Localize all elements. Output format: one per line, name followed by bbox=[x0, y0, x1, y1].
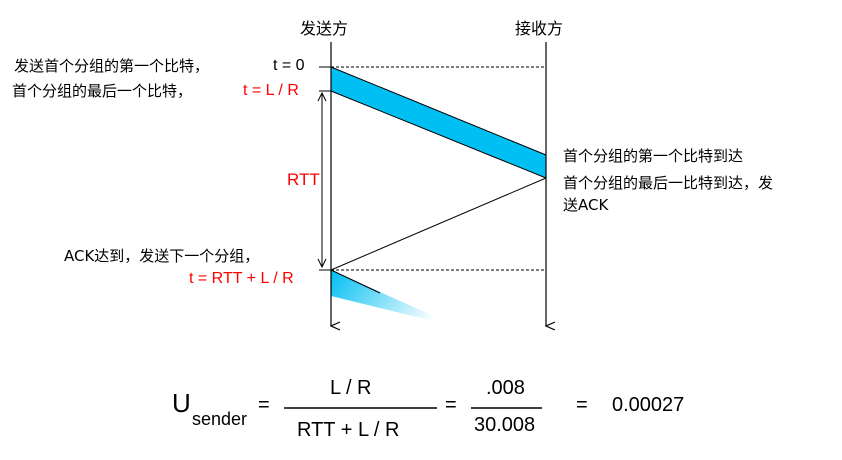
first-bit-sent-label: 发送首个分组的第一个比特， bbox=[14, 57, 210, 75]
receiver-header: 接收方 bbox=[515, 19, 564, 38]
denominator-2: 30.008 bbox=[474, 414, 536, 436]
equals-sign-3: = bbox=[576, 394, 588, 416]
t-zero-label: t = 0 bbox=[273, 57, 305, 74]
rtt-label: RTT bbox=[287, 170, 320, 189]
packet-1-band bbox=[330, 66, 547, 179]
utilization-subscript: sender bbox=[192, 409, 248, 429]
utilization-symbol: U bbox=[172, 388, 191, 418]
denominator-1: RTT + L / R bbox=[297, 419, 400, 441]
equals-sign-1: = bbox=[258, 394, 270, 416]
t-next-label: t = RTT + L / R bbox=[189, 270, 294, 287]
numerator-1: L / R bbox=[330, 377, 372, 399]
packet-2-band bbox=[331, 270, 458, 327]
last-bit-sent-label: 首个分组的最后一个比特， bbox=[12, 82, 193, 100]
utilization-result: 0.00027 bbox=[612, 394, 685, 416]
first-bit-arrives-label: 首个分组的第一个比特到达 bbox=[563, 147, 744, 165]
last-bit-arrives-label: 首个分组的最后一比特到达，发 bbox=[563, 174, 774, 192]
ack-arrived-label: ACK达到，发送下一个分组， bbox=[64, 247, 260, 265]
equals-sign-2: = bbox=[445, 394, 457, 416]
send-ack-label: 送ACK bbox=[563, 196, 609, 214]
sender-header: 发送方 bbox=[300, 19, 349, 38]
numerator-2: .008 bbox=[486, 377, 525, 399]
ack-line bbox=[330, 177, 547, 271]
t-l-over-r-label: t = L / R bbox=[243, 82, 299, 99]
